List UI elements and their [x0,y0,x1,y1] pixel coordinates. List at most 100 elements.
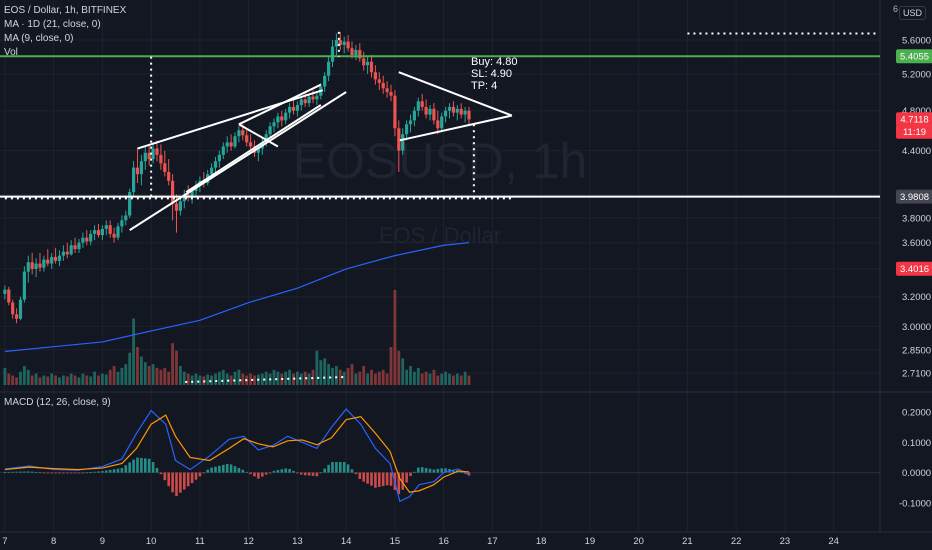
macd-hist-30 [120,468,124,473]
volume-bar-0 [3,367,7,385]
candle-body-86 [338,40,342,45]
volume-bars [3,290,471,385]
candle-body-18 [73,245,77,250]
macd-hist-85 [335,462,338,473]
macd-hist-62 [245,471,248,473]
volume-bar-57 [225,373,229,385]
price-tick-label-3: 3.2000 [902,292,931,303]
volume-bar-66 [260,373,264,385]
volume-bar-81 [319,360,323,385]
time-axis[interactable]: 7 8 9 10 11 12 13 14 15 16 17 18 19 20 21 22 23 24 [2,536,839,547]
volume-bar-23 [93,371,96,385]
volume-bar-25 [100,373,104,385]
volume-bar-1 [7,373,11,385]
candle-body-26 [104,225,108,229]
volume-bar-91 [358,371,362,385]
macd-hist-51 [202,472,206,474]
candle-body-88 [346,41,350,49]
volume-bar-42 [167,371,171,385]
volume-bar-56 [221,369,225,385]
candle-body-61 [241,130,245,136]
candle-body-38 [151,148,155,160]
price-badge-1 [896,112,932,127]
candle-body-101 [397,128,401,151]
candle-body-13 [53,256,58,261]
price-badge-label-0: 5.4055 [900,52,929,63]
legend-ma-1d[interactable]: MA · 1D (21, close, 0) [4,19,101,30]
candle-body-96 [377,79,381,83]
price-badge-2 [896,124,932,139]
candle-body-4 [18,299,23,319]
legend-ma-9[interactable]: MA (9, close, 0) [4,33,74,44]
currency-button[interactable]: USD [898,6,926,20]
macd-hist-61 [241,469,245,473]
candle-body-58 [229,142,233,147]
volume-bar-45 [178,366,182,385]
macd-hist-18 [73,472,77,474]
legend-vol[interactable]: Vol [4,47,18,58]
macd-hist-2 [11,471,14,473]
candle-body-92 [362,58,366,66]
volume-bar-46 [182,371,186,385]
candle-body-94 [369,61,374,73]
volume-bar-50 [198,375,202,385]
volume-bar-93 [366,373,370,385]
volume-bar-59 [233,371,237,385]
volume-bar-113 [444,371,448,385]
volume-bar-30 [120,367,124,385]
candle-body-36 [143,152,147,162]
ma-slow-line [4,242,470,353]
candle-body-73 [287,106,292,113]
price-tick-label-2: 3.0000 [902,322,931,333]
volume-bar-83 [327,364,330,385]
volume-bar-60 [237,369,241,385]
candle-body-113 [444,110,448,117]
trade-note-buy: Buy: 4.80 [471,56,517,68]
candle-body-109 [428,108,432,115]
candle-body-15 [61,251,65,256]
candle-body-114 [447,106,452,111]
symbol-legend[interactable]: EOS / Dollar, 1h, BITFINEX [4,5,127,16]
price-tick-label-6: 3.8000 [902,213,931,224]
time-tick-label-9: 16 [438,536,449,547]
volume-bar-89 [350,364,354,385]
candle-body-106 [416,101,420,111]
macd-hist-79 [311,472,315,476]
macd-hist-76 [299,472,303,475]
candle-body-107 [420,101,424,107]
candle-body-31 [124,215,128,221]
macd-hist-21 [85,472,89,474]
trade-note: Buy: 4.80 SL: 4.90 TP: 4 [471,56,517,92]
volume-bar-31 [124,364,128,385]
macd-hist-82 [323,468,326,473]
macd-hist-56 [221,464,225,473]
volume-bar-82 [323,358,327,385]
candle-body-110 [432,108,436,121]
time-tick-label-6: 13 [292,536,303,547]
volume-bar-7 [30,375,34,385]
candle-body-97 [381,82,385,89]
candle-body-46 [182,194,186,202]
volume-bar-104 [409,366,412,385]
volume-bar-87 [342,371,346,385]
grid [0,0,932,533]
volume-bar-34 [136,347,139,385]
macd-line [4,408,470,503]
volume-bar-70 [276,371,280,385]
volume-bar-69 [272,369,276,385]
candle-body-2 [11,302,15,315]
candle-body-20 [81,237,85,243]
macd-hist-24 [97,471,100,473]
macd-hist-93 [366,472,369,484]
candle-body-24 [96,230,101,236]
candle-body-48 [190,190,194,198]
candle-body-63 [248,142,253,147]
macd-legend[interactable]: MACD (12, 26, close, 9) [4,397,111,408]
watermark-ticker: EOSUSD, 1h [293,133,588,189]
candle-body-72 [284,112,288,121]
volume-bar-116 [455,373,459,385]
candle-body-93 [366,61,370,66]
macd-hist-36 [143,458,147,473]
macd-hist-47 [186,472,190,487]
